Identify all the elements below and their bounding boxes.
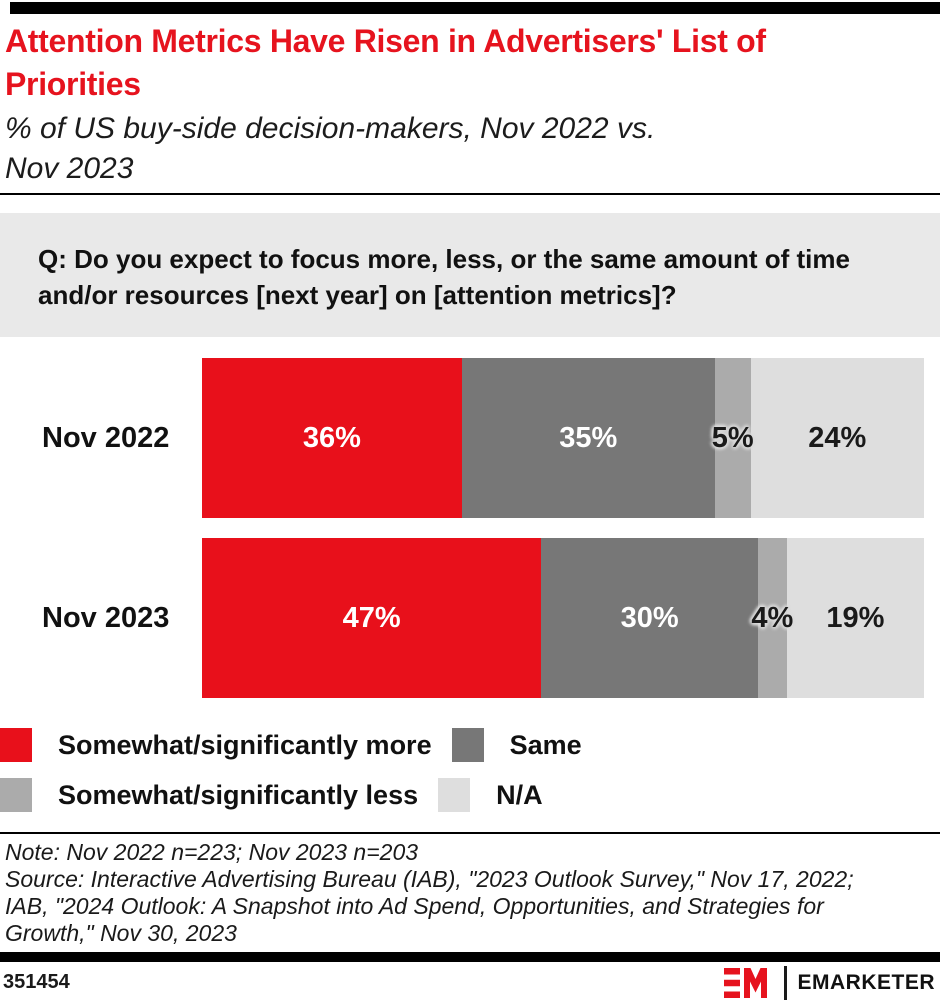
stacked-bar: 36% 35% 5% 24% (202, 358, 924, 518)
survey-question-text: Q: Do you expect to focus more, less, or… (38, 244, 850, 310)
category-label: Nov 2022 (42, 421, 170, 454)
chart-row: Nov 2023 47% 30% 4% 19% (0, 538, 924, 698)
legend-label-na: N/A (496, 779, 543, 810)
legend-row: Somewhat/significantly more Same (0, 728, 582, 762)
bar-value-label: 24% (808, 421, 867, 454)
legend-swatch-less (0, 778, 32, 812)
legend-swatch-na (438, 778, 471, 812)
bar-segment: 35% (461, 358, 715, 518)
legend-row: Somewhat/significantly less N/A (0, 778, 582, 812)
legend-swatch-more (0, 728, 32, 762)
notes-block: Note: Nov 2022 n=223; Nov 2023 n=203 Sou… (5, 839, 915, 947)
bar-value-label: 47% (342, 601, 401, 634)
bar-value-label: 4% (751, 601, 794, 634)
brand-wordmark: EMARKETER (797, 971, 935, 994)
bar-value-label: 35% (559, 421, 618, 454)
chart-subtitle: % of US buy-side decision-makers, Nov 20… (5, 112, 656, 185)
brand-lockup: EMARKETER (724, 966, 935, 1000)
note-text: Note: Nov 2022 n=223; Nov 2023 n=203 (5, 839, 419, 865)
source-text: Source: Interactive Advertising Bureau (… (5, 866, 854, 946)
legend-item-same: Same (451, 728, 582, 762)
divider-line-top (0, 193, 940, 195)
bar-segment: 5% (711, 358, 754, 518)
survey-question-box: Q: Do you expect to focus more, less, or… (0, 213, 940, 337)
bar-segment: 4% (751, 538, 793, 698)
bar-value-label: 30% (620, 601, 679, 634)
legend-label-less: Somewhat/significantly less (58, 779, 419, 810)
top-accent-bar (10, 2, 940, 14)
bar-segment: 36% (202, 358, 462, 518)
bar-value-label: 19% (826, 601, 885, 634)
chart-id: 351454 (3, 971, 70, 993)
bar-segment: 19% (786, 538, 924, 698)
chart-row: Nov 2022 36% 35% 5% 24% (0, 358, 924, 518)
chart-title: Attention Metrics Have Risen in Advertis… (5, 23, 766, 102)
legend-label-more: Somewhat/significantly more (58, 729, 432, 760)
legend-item-less: Somewhat/significantly less (0, 778, 418, 812)
stacked-bar: 47% 30% 4% 19% (202, 538, 924, 698)
chart-legend: Somewhat/significantly more Same Somewha… (0, 728, 582, 828)
logo-divider (784, 966, 788, 1000)
legend-item-more: Somewhat/significantly more (0, 728, 432, 762)
legend-label-same: Same (509, 729, 582, 760)
bar-value-label: 36% (302, 421, 361, 454)
legend-item-na: N/A (438, 778, 543, 812)
legend-swatch-same (451, 728, 484, 762)
bar-value-label: 5% (711, 421, 754, 454)
emarketer-logo-icon (724, 968, 768, 998)
category-label: Nov 2023 (42, 601, 170, 634)
bar-segment: 47% (202, 538, 542, 698)
footer-accent-bar (0, 952, 940, 962)
bar-segment: 24% (750, 358, 924, 518)
divider-line-bottom (0, 832, 940, 834)
bar-segment: 30% (541, 538, 758, 698)
stacked-bar-chart: Nov 2022 36% 35% 5% 24% Nov 2023 47% 30% 4% 19% (0, 358, 924, 718)
